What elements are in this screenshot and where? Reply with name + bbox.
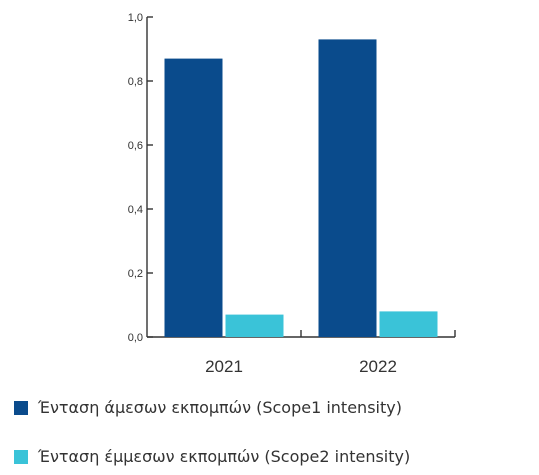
legend-item-scope1: Ένταση άμεσων εκπομπών (Scope1 intensity…: [14, 398, 402, 417]
bar-chart: 0,0 0,2 0,4 0,6 0,8 1,0 2021 2022: [128, 12, 456, 376]
x-category-label: 2021: [205, 357, 243, 376]
y-tick-label: 0,4: [128, 204, 143, 216]
bar-2022-series2: [379, 311, 438, 337]
bar-2021-series1: [164, 58, 223, 337]
x-category-label: 2022: [359, 357, 397, 376]
y-tick-label: 0,6: [128, 140, 143, 152]
legend-item-scope2: Ένταση έμμεσων εκπομπών (Scope2 intensit…: [14, 447, 410, 466]
chart-bars: [164, 39, 438, 338]
legend-swatch-scope2: [14, 449, 28, 464]
y-tick-label: 0,0: [128, 332, 143, 344]
y-tick-label: 0,8: [128, 76, 143, 88]
bar-2022-series1: [318, 39, 377, 338]
bar-2021-series2: [225, 314, 284, 337]
chart-labels: 0,0 0,2 0,4 0,6 0,8 1,0 2021 2022: [128, 12, 397, 376]
legend-swatch-scope1: [14, 400, 28, 415]
y-tick-label: 1,0: [128, 12, 143, 24]
legend-label-scope1: Ένταση άμεσων εκπομπών (Scope1 intensity…: [38, 398, 402, 417]
legend-label-scope2: Ένταση έμμεσων εκπομπών (Scope2 intensit…: [38, 447, 411, 466]
y-tick-label: 0,2: [128, 268, 143, 280]
